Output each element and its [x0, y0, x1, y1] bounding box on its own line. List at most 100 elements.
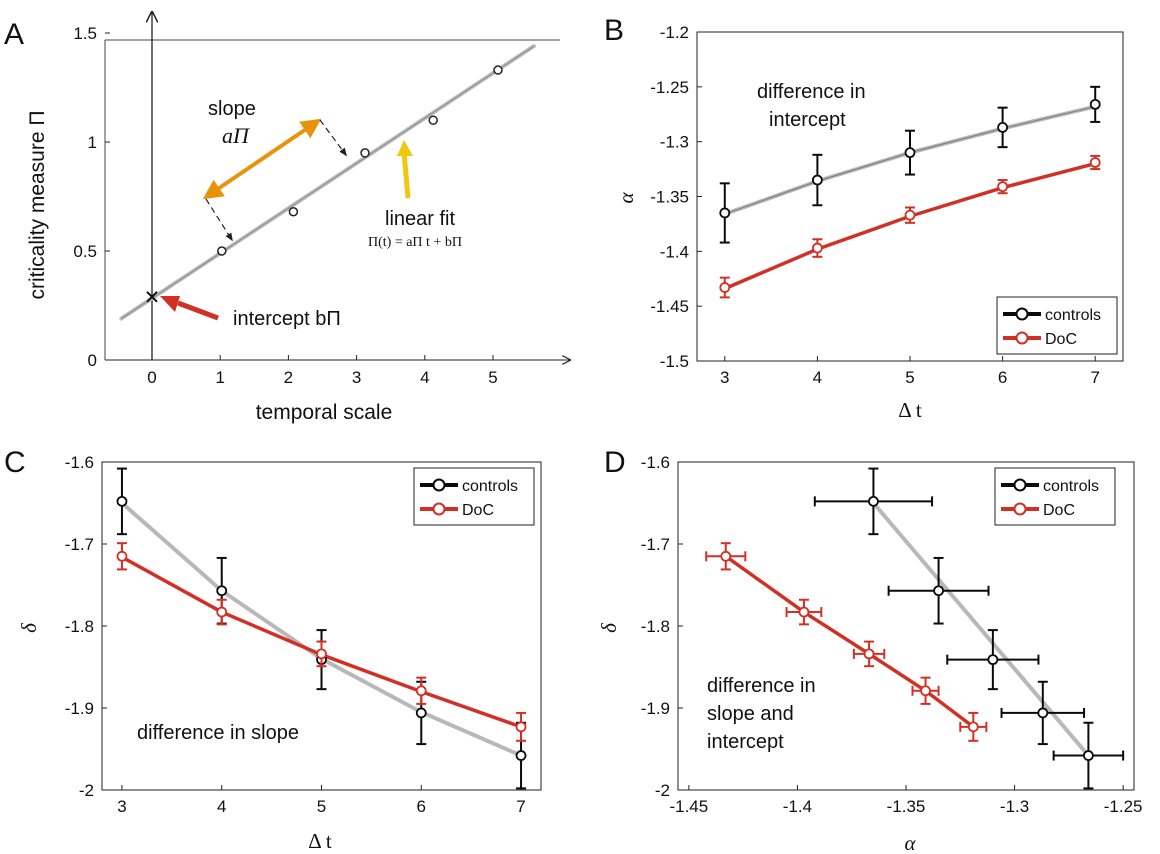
panel-d-doc-point	[863, 648, 875, 660]
panel-b-doc-point	[719, 282, 731, 293]
panel-b-ytick-label: -1.45	[650, 297, 689, 316]
panel-d-xtick-label: -1.3	[1000, 797, 1029, 816]
panel-d-legend-label-controls: controls	[1043, 478, 1099, 495]
panel-c-doc-point	[316, 648, 327, 660]
panel-c-legend-marker	[432, 478, 446, 492]
panel-a-xtick-label: 1	[215, 368, 224, 387]
panel-a-points	[217, 65, 503, 256]
panel-b-controls-point	[904, 147, 916, 159]
panel-d-annotation-line-2: slope and	[707, 703, 794, 725]
intercept-label: intercept bΠ	[233, 308, 341, 330]
panel-d-controls-point	[987, 654, 999, 666]
panel-b-controls-point	[997, 122, 1009, 133]
slope-dashed-arrow-1	[205, 198, 233, 242]
panel-a-data-point	[288, 207, 299, 217]
panel-c-ytick-label: -1.8	[65, 617, 94, 636]
panel-d-doc-point	[967, 721, 979, 733]
panel-d-series	[705, 467, 1125, 790]
panel-d-legend-marker	[1013, 502, 1027, 516]
panel-c-doc-point	[116, 550, 128, 562]
panel-c-xlabel: Δ t	[308, 829, 332, 853]
panel-a-ytick-label: 0	[88, 351, 97, 370]
panel-d-doc-point	[798, 606, 810, 618]
panel-b-ytick-label: -1.3	[660, 133, 689, 152]
panel-b-fit-doc	[724, 161, 1096, 291]
panel-b-annotation-line-1: difference in	[757, 81, 866, 103]
panel-b-xtick-label: 4	[813, 368, 822, 387]
panel-d-doc-point	[720, 550, 732, 562]
panel-b-xtick-label: 7	[1090, 368, 1099, 387]
panel-d-xtick-label: -1.4	[783, 797, 812, 816]
panel-b-ticks: 3 4 5 6 7 -1.5 -1.45 -1.4 -1.35 -1.3 -1.25 -1.2	[650, 23, 1100, 387]
panel-d-ylabel: δ	[597, 622, 621, 633]
panel-c-controls-point	[415, 707, 427, 719]
panel-a-intercept-marker	[146, 291, 158, 303]
panel-c-controls-point	[515, 750, 527, 761]
panel-b-doc-point	[1089, 157, 1101, 168]
panel-d-xtick-label: -1.35	[887, 797, 926, 816]
panel-b-legend-marker	[1015, 307, 1029, 321]
panel-d-ytick-label: -1.9	[641, 699, 670, 718]
panel-a-xtick-label: 2	[284, 368, 293, 387]
panel-b-xtick-label: 3	[720, 368, 729, 387]
panel-d-ytick-label: -2	[655, 781, 670, 800]
panel-c-legend-label-doc: DoC	[462, 502, 494, 519]
panel-d-xtick-label: -1.45	[669, 797, 708, 816]
panel-c: C 3 4 5 6 7 -2 -1.9 -1.8 -1.7 -1.6 difference in …	[4, 446, 542, 853]
panel-a-ylabel: criticality measure Π	[26, 110, 49, 299]
panel-d-controls-point	[933, 585, 944, 597]
panel-a-ytick-label: 1.5	[73, 24, 97, 43]
panel-b-ytick-label: -1.2	[660, 23, 689, 42]
panel-d-xtick-label: -1.25	[1104, 797, 1143, 816]
panel-c-ticks: 3 4 5 6 7 -2 -1.9 -1.8 -1.7 -1.6	[65, 453, 526, 816]
panel-a: A 0 1 2 3 4 5 0 0.5 1 1.5 slope aΠ linear fit Π(t…	[4, 12, 570, 424]
panel-label-b: B	[604, 14, 624, 47]
panel-b-doc-point	[997, 181, 1009, 193]
panel-label-d: D	[604, 446, 626, 479]
panel-b-annotation-line-2: intercept	[769, 109, 846, 131]
intercept-x-stroke-2	[146, 291, 158, 303]
panel-c-ytick-label: -1.6	[65, 453, 94, 472]
panel-b-doc-point	[811, 242, 823, 254]
panel-d-ytick-label: -1.8	[641, 617, 670, 636]
slope-dashed-arrow-2	[319, 119, 348, 157]
panel-a-xtick-label: 0	[147, 368, 156, 387]
panel-b: B 3 4 5 6 7 -1.5 -1.45 -1.4 -1.35 -1.3 -1.25 -1.2 d…	[604, 14, 1124, 422]
panel-d-fit-doc	[724, 554, 975, 729]
panel-b-xtick-label: 6	[998, 368, 1007, 387]
panel-d-ticks: -1.45 -1.4 -1.35 -1.3 -1.25 -2 -1.9 -1.8 -1.7 -1.…	[641, 453, 1143, 816]
panel-c-xtick-label: 5	[317, 797, 326, 816]
panel-d-xlabel: α	[904, 831, 916, 854]
panel-b-legend-label-controls: controls	[1045, 307, 1101, 324]
panel-d-legend-marker	[1013, 478, 1027, 492]
panel-c-legend-label-controls: controls	[462, 478, 518, 495]
panel-d-controls-point	[868, 495, 879, 507]
panel-c-doc-point	[216, 606, 228, 618]
panel-c-xtick-label: 3	[117, 797, 126, 816]
fit-arrow-shaft	[401, 151, 411, 199]
slope-label: slope	[208, 98, 256, 120]
panel-c-ytick-label: -2	[79, 781, 94, 800]
panel-a-xtick-label: 4	[420, 368, 429, 387]
panel-a-data-point	[360, 148, 370, 158]
panel-c-annotation: difference in slope	[137, 722, 299, 744]
panel-c-xtick-label: 6	[417, 797, 426, 816]
panel-b-ytick-label: -1.35	[650, 188, 689, 207]
panel-a-fit-line-core	[121, 45, 535, 319]
panel-c-doc-point	[515, 721, 527, 733]
intercept-arrow-head	[160, 296, 180, 312]
panel-c-ylabel: δ	[17, 622, 41, 633]
panel-d-ytick-label: -1.6	[641, 453, 670, 472]
linear-fit-label: linear fit	[385, 208, 455, 230]
panel-b-legend: controls DoC	[996, 296, 1118, 355]
panel-a-ytick-label: 0.5	[73, 242, 97, 261]
panel-b-xtick-label: 5	[905, 368, 914, 387]
panel-d-controls-point	[1083, 750, 1094, 761]
panel-d-doc-point	[920, 685, 931, 697]
panel-d-legend-label-doc: DoC	[1043, 502, 1075, 519]
intercept-arrow-shaft	[177, 300, 219, 321]
panel-a-ticks: 0 1 2 3 4 5 0 0.5 1 1.5	[73, 24, 497, 387]
panel-c-controls-point	[216, 585, 228, 597]
panel-b-ylabel: α	[614, 192, 638, 204]
